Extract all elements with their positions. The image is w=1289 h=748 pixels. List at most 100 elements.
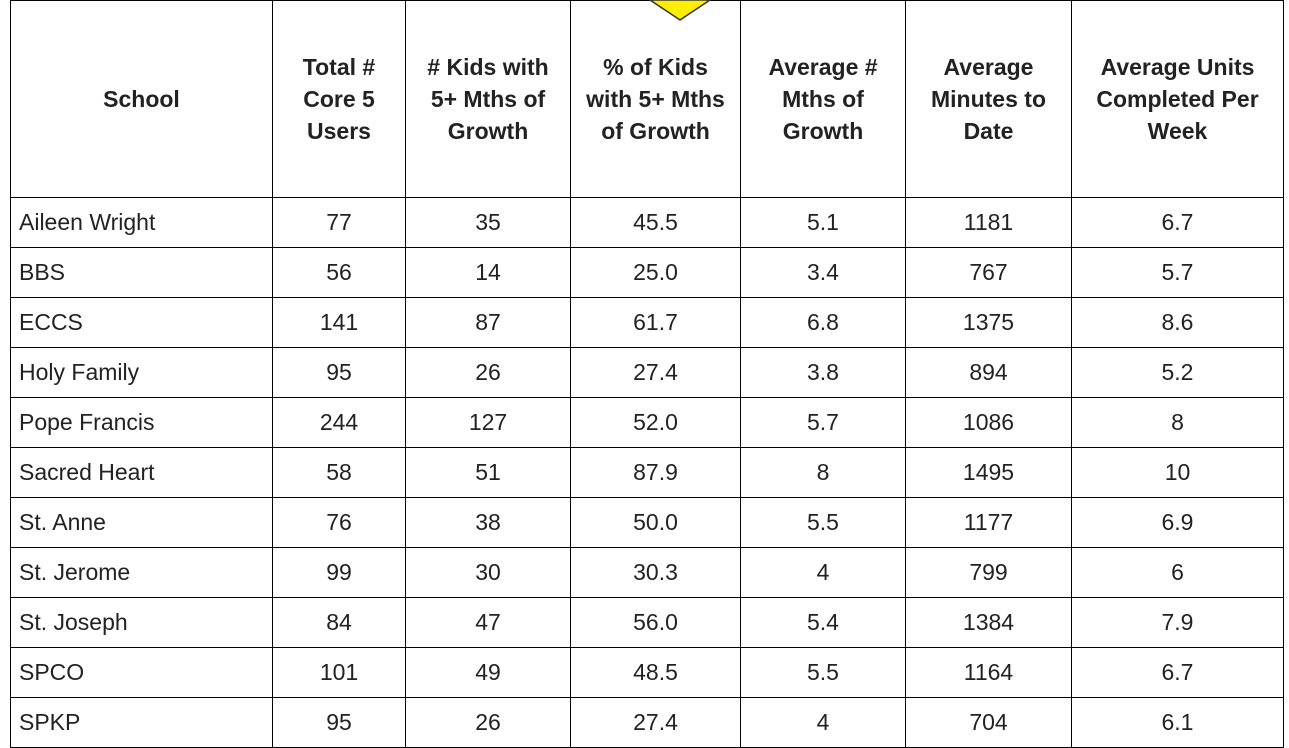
value-cell: 7.9	[1071, 597, 1284, 648]
value-cell: 6	[1071, 547, 1284, 598]
table-row: Pope Francis 244 127 52.0 5.7 1086 8	[10, 397, 1284, 448]
school-cell: SPCO	[10, 647, 273, 698]
value-cell: 87	[405, 297, 571, 348]
value-cell: 30.3	[570, 547, 741, 598]
value-cell: 1177	[905, 497, 1072, 548]
value-cell: 4	[740, 547, 906, 598]
value-cell: 6.7	[1071, 647, 1284, 698]
value-cell: 4	[740, 697, 906, 748]
value-cell: 77	[272, 197, 406, 248]
value-cell: 1375	[905, 297, 1072, 348]
table-body: Aileen Wright 77 35 45.5 5.1 1181 6.7 BBS 56 14 25…	[10, 197, 1284, 748]
school-cell: St. Joseph	[10, 597, 273, 648]
school-cell: Sacred Heart	[10, 447, 273, 498]
value-cell: 3.4	[740, 247, 906, 298]
header-cell: Average Minutes to Date	[905, 0, 1072, 198]
value-cell: 6.9	[1071, 497, 1284, 548]
value-cell: 5.7	[740, 397, 906, 448]
value-cell: 99	[272, 547, 406, 598]
value-cell: 38	[405, 497, 571, 548]
cursor-marker	[648, 0, 712, 21]
value-cell: 5.7	[1071, 247, 1284, 298]
table-row: Holy Family 95 26 27.4 3.8 894 5.2	[10, 347, 1284, 398]
value-cell: 47	[405, 597, 571, 648]
school-cell: Pope Francis	[10, 397, 273, 448]
value-cell: 25.0	[570, 247, 741, 298]
table-row: Aileen Wright 77 35 45.5 5.1 1181 6.7	[10, 197, 1284, 248]
value-cell: 1384	[905, 597, 1072, 648]
yellow-diamond	[648, 0, 712, 21]
value-cell: 8.6	[1071, 297, 1284, 348]
value-cell: 101	[272, 647, 406, 698]
school-cell: BBS	[10, 247, 273, 298]
school-cell: SPKP	[10, 697, 273, 748]
value-cell: 52.0	[570, 397, 741, 448]
value-cell: 141	[272, 297, 406, 348]
value-cell: 3.8	[740, 347, 906, 398]
value-cell: 27.4	[570, 347, 741, 398]
value-cell: 30	[405, 547, 571, 598]
value-cell: 767	[905, 247, 1072, 298]
value-cell: 61.7	[570, 297, 741, 348]
value-cell: 26	[405, 347, 571, 398]
value-cell: 1086	[905, 397, 1072, 448]
value-cell: 8	[740, 447, 906, 498]
value-cell: 1181	[905, 197, 1072, 248]
value-cell: 84	[272, 597, 406, 648]
value-cell: 48.5	[570, 647, 741, 698]
value-cell: 6.1	[1071, 697, 1284, 748]
school-cell: St. Jerome	[10, 547, 273, 598]
table-row: SPCO 101 49 48.5 5.5 1164 6.7	[10, 647, 1284, 698]
header-cell: School	[10, 0, 273, 198]
value-cell: 56.0	[570, 597, 741, 648]
value-cell: 95	[272, 347, 406, 398]
value-cell: 894	[905, 347, 1072, 398]
value-cell: 6.8	[740, 297, 906, 348]
table-row: ECCS 141 87 61.7 6.8 1375 8.6	[10, 297, 1284, 348]
table-row: BBS 56 14 25.0 3.4 767 5.7	[10, 247, 1284, 298]
value-cell: 5.2	[1071, 347, 1284, 398]
school-cell: St. Anne	[10, 497, 273, 548]
value-cell: 26	[405, 697, 571, 748]
value-cell: 5.4	[740, 597, 906, 648]
school-cell: ECCS	[10, 297, 273, 348]
header-cell: Average # Mths of Growth	[740, 0, 906, 198]
table-row: SPKP 95 26 27.4 4 704 6.1	[10, 697, 1284, 748]
header-cell: # Kids with 5+ Mths of Growth	[405, 0, 571, 198]
value-cell: 56	[272, 247, 406, 298]
value-cell: 704	[905, 697, 1072, 748]
table-row: St. Joseph 84 47 56.0 5.4 1384 7.9	[10, 597, 1284, 648]
value-cell: 1495	[905, 447, 1072, 498]
value-cell: 1164	[905, 647, 1072, 698]
value-cell: 50.0	[570, 497, 741, 548]
header-row: School Total # Core 5 Users # Kids with 5+…	[10, 0, 1284, 198]
value-cell: 76	[272, 497, 406, 548]
value-cell: 49	[405, 647, 571, 698]
value-cell: 8	[1071, 397, 1284, 448]
value-cell: 51	[405, 447, 571, 498]
value-cell: 10	[1071, 447, 1284, 498]
table-row: St. Jerome 99 30 30.3 4 799 6	[10, 547, 1284, 598]
value-cell: 27.4	[570, 697, 741, 748]
value-cell: 87.9	[570, 447, 741, 498]
value-cell: 35	[405, 197, 571, 248]
data-table: School Total # Core 5 Users # Kids with 5+…	[10, 0, 1284, 748]
table-row: Sacred Heart 58 51 87.9 8 1495 10	[10, 447, 1284, 498]
value-cell: 5.5	[740, 647, 906, 698]
value-cell: 58	[272, 447, 406, 498]
value-cell: 799	[905, 547, 1072, 598]
value-cell: 14	[405, 247, 571, 298]
header-cell: Total # Core 5 Users	[272, 0, 406, 198]
value-cell: 95	[272, 697, 406, 748]
value-cell: 5.1	[740, 197, 906, 248]
value-cell: 244	[272, 397, 406, 448]
header-cell: % of Kids with 5+ Mths of Growth	[570, 0, 741, 198]
school-cell: Holy Family	[10, 347, 273, 398]
school-cell: Aileen Wright	[10, 197, 273, 248]
header-cell: Average Units Completed Per Week	[1071, 0, 1284, 198]
value-cell: 5.5	[740, 497, 906, 548]
table-row: St. Anne 76 38 50.0 5.5 1177 6.9	[10, 497, 1284, 548]
value-cell: 6.7	[1071, 197, 1284, 248]
value-cell: 127	[405, 397, 571, 448]
